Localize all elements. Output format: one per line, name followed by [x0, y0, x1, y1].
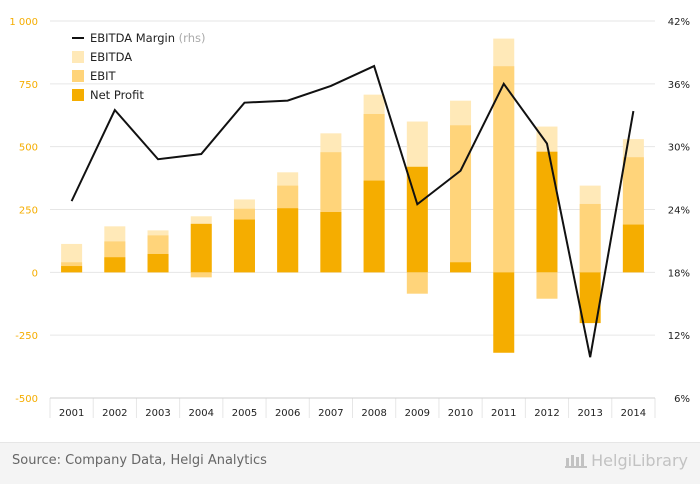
- grid: [49, 20, 656, 418]
- x-tick-label: 2008: [361, 408, 386, 419]
- x-tick-label: 2011: [491, 408, 516, 419]
- bar-net-profit: [104, 257, 126, 273]
- margin-line: [70, 64, 635, 358]
- right-tick-label: 30%: [668, 143, 690, 154]
- bar-net-profit: [277, 208, 299, 273]
- bar-net-profit: [233, 219, 255, 273]
- x-tick-label: 2002: [102, 408, 127, 419]
- legend-label-ebitda-margin: EBITDA Margin (rhs): [90, 31, 205, 45]
- right-tick-label: 24%: [668, 206, 690, 217]
- brand-name: HelgiLibrary: [591, 451, 688, 470]
- legend-swatch-ebitda: [72, 51, 84, 63]
- bar-net-profit: [622, 224, 644, 273]
- left-tick-label: 750: [19, 80, 38, 91]
- right-tick-label: 36%: [668, 80, 690, 91]
- left-tick-label: -250: [15, 331, 38, 342]
- bar-net-profit: [147, 253, 169, 273]
- x-tick-label: 2010: [448, 408, 473, 419]
- x-tick-label: 2001: [59, 408, 84, 419]
- series-line-ebitda-margin: [70, 64, 635, 358]
- x-tick-label: 2012: [534, 408, 559, 419]
- left-tick-label: 0: [32, 268, 38, 279]
- bar-ebit: [406, 272, 428, 294]
- right-tick-label: 18%: [668, 268, 690, 279]
- source-note: Source: Company Data, Helgi Analytics: [12, 453, 267, 468]
- bar-net-profit: [579, 272, 601, 324]
- bar-net-profit: [493, 272, 515, 353]
- right-tick-label: 6%: [674, 394, 690, 405]
- bars: [61, 38, 644, 353]
- bar-ebit: [536, 272, 558, 299]
- legend-suffix: (rhs): [175, 31, 205, 45]
- right-tick-label: 12%: [668, 331, 690, 342]
- legend-swatch-ebit: [72, 70, 84, 82]
- bar-net-profit: [450, 262, 472, 273]
- footer: Source: Company Data, Helgi Analytics He…: [0, 442, 700, 484]
- chart-svg: -500 -250 0 250 500 750 1 000 6% 12% 18% 24% 30% 36%…: [9, 17, 690, 419]
- bar-net-profit: [61, 266, 83, 273]
- x-tick-label: 2006: [275, 408, 300, 419]
- bar-net-profit: [363, 180, 385, 273]
- x-tick-label: 2009: [405, 408, 430, 419]
- legend-swatch-net-profit: [72, 89, 84, 101]
- brand-logo: HelgiLibrary: [565, 451, 688, 470]
- left-tick-label: 500: [19, 143, 38, 154]
- legend: EBITDA Margin (rhs) EBITDA EBIT Net Profit: [72, 31, 205, 102]
- x-tick-label: 2007: [318, 408, 343, 419]
- library-icon: [565, 454, 588, 468]
- left-tick-label: 1 000: [9, 17, 38, 28]
- bar-ebit: [493, 66, 515, 273]
- bar-net-profit: [320, 212, 342, 273]
- x-tick-label: 2005: [232, 408, 257, 419]
- bar-ebit: [190, 272, 212, 278]
- x-tick-label: 2013: [577, 408, 602, 419]
- right-tick-label: 42%: [668, 17, 690, 28]
- bar-net-profit: [190, 223, 212, 273]
- x-tick-label: 2003: [145, 408, 170, 419]
- bar-net-profit: [406, 166, 428, 273]
- left-tick-label: -500: [15, 394, 38, 405]
- legend-label-ebitda: EBITDA: [90, 50, 132, 64]
- axes: -500 -250 0 250 500 750 1 000 6% 12% 18% 24% 30% 36%…: [9, 17, 690, 419]
- bar-ebit: [579, 203, 601, 273]
- x-tick-label: 2004: [189, 408, 214, 419]
- bar-net-profit: [536, 151, 558, 273]
- legend-label-net-profit: Net Profit: [90, 88, 144, 102]
- legend-label-ebit: EBIT: [90, 69, 117, 83]
- bar-ebit: [450, 125, 472, 273]
- x-tick-label: 2014: [621, 408, 646, 419]
- left-tick-label: 250: [19, 206, 38, 217]
